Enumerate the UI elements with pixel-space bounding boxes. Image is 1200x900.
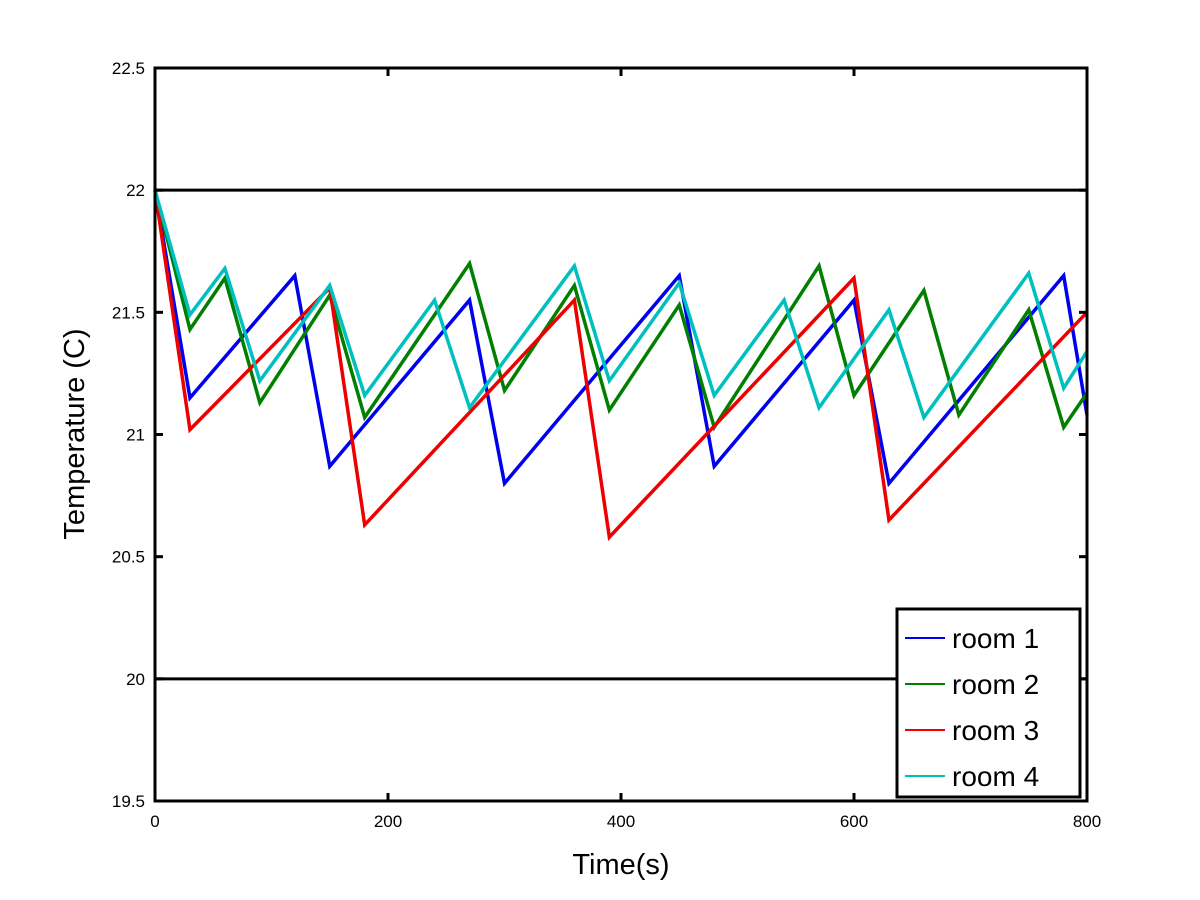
y-tick-label: 21.5 <box>112 303 145 322</box>
legend-box <box>895 607 1082 799</box>
legend-label-room-2: room 2 <box>952 669 1039 700</box>
y-axis-label: Temperature (C) <box>59 328 91 539</box>
x-tick-label: 400 <box>607 812 635 831</box>
y-tick-label: 21 <box>126 426 145 445</box>
legend-label-room-3: room 3 <box>952 715 1039 746</box>
y-tick-label: 20.5 <box>112 548 145 567</box>
series-line-room-1 <box>153 189 1089 488</box>
tick-marks <box>153 66 1089 803</box>
y-tick-label: 22 <box>126 181 145 200</box>
y-tick-label: 19.5 <box>112 792 145 811</box>
x-axis-label: Time(s) <box>572 849 669 881</box>
legend-label-room-4: room 4 <box>952 761 1039 792</box>
y-tick-label: 22.5 <box>112 59 145 78</box>
legend-label-room-1: room 1 <box>952 623 1039 654</box>
series-layer <box>153 189 1089 541</box>
series-line-room-4 <box>153 189 1089 422</box>
x-tick-label: 600 <box>840 812 868 831</box>
x-tick-label: 0 <box>150 812 159 831</box>
y-tick-label: 20 <box>126 670 145 689</box>
tick-labels: 0 200 400 600 800 19.5 20 20.5 21 21.5 22 22.5 <box>112 59 1101 831</box>
series-line-room-3 <box>153 189 1089 541</box>
x-tick-label: 200 <box>374 812 402 831</box>
legend: room 1 room 2 room 3 room 4 <box>895 607 1082 799</box>
series-line-room-2 <box>153 189 1089 432</box>
x-tick-label: 800 <box>1073 812 1101 831</box>
